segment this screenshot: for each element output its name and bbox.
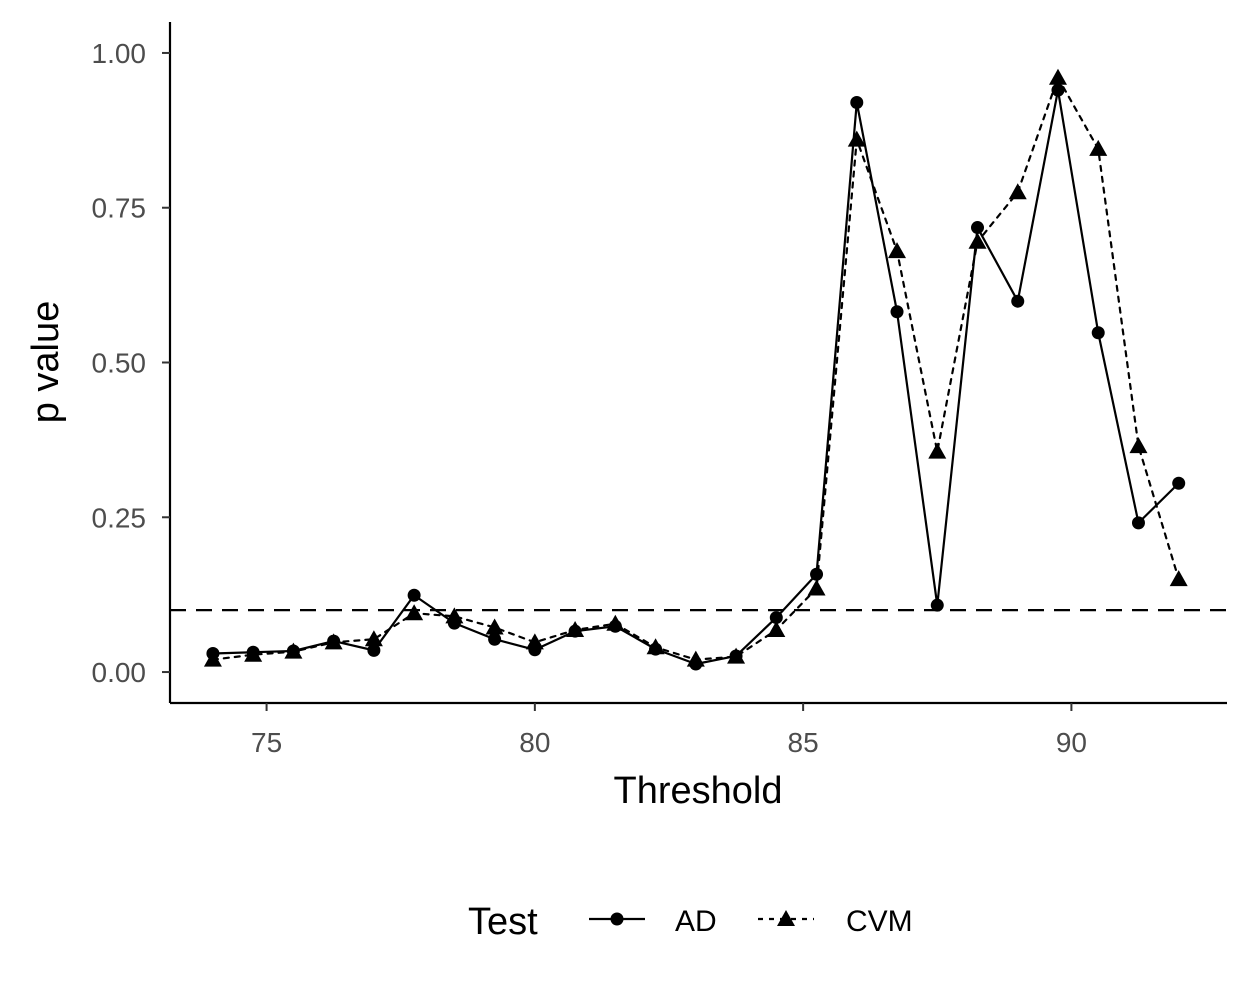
- tick-layer: 75 80 85 90 0.00 0.25 0.50 0.75 1.00: [92, 38, 1087, 758]
- legend-key-ad-marker: [610, 912, 624, 926]
- y-tick-label: 0.00: [92, 657, 147, 688]
- data-point-cvm: [847, 130, 866, 147]
- y-tick-label: 0.50: [92, 348, 147, 379]
- data-point-cvm: [727, 647, 746, 664]
- data-point-ad: [810, 567, 824, 581]
- data-point-cvm: [566, 620, 585, 637]
- data-point-ad: [1131, 516, 1145, 530]
- data-point-cvm: [606, 614, 625, 631]
- x-tick-label: 80: [519, 727, 550, 758]
- axes-layer: [168, 22, 1227, 705]
- x-axis-title: Threshold: [614, 770, 783, 812]
- y-axis-title: p value: [25, 301, 67, 424]
- series-line-ad: [211, 88, 1180, 666]
- data-point-ad: [367, 643, 381, 657]
- data-point-cvm: [1089, 139, 1108, 156]
- legend-key-cvm-marker: [777, 910, 795, 926]
- data-point-cvm: [203, 650, 222, 667]
- data-point-cvm: [1129, 437, 1148, 454]
- data-point-cvm: [525, 633, 544, 650]
- legend-item-cvm: CVM: [758, 905, 913, 938]
- data-point-cvm: [284, 642, 303, 659]
- data-point-ad: [407, 588, 421, 602]
- data-point-ad: [930, 598, 944, 612]
- data-point-cvm: [968, 232, 987, 249]
- legend-title: Test: [468, 901, 538, 943]
- series-line-cvm: [211, 76, 1180, 661]
- data-point-cvm: [767, 620, 786, 637]
- y-tick-label: 0.25: [92, 502, 147, 533]
- data-point-cvm: [928, 442, 947, 459]
- data-point-ad: [971, 221, 985, 235]
- x-tick-label: 85: [788, 727, 819, 758]
- data-point-cvm: [646, 638, 665, 655]
- data-point-cvm: [405, 604, 424, 621]
- data-point-cvm: [1008, 183, 1027, 200]
- data-point-ad: [769, 611, 783, 625]
- data-point-cvm: [445, 607, 464, 624]
- data-point-ad: [1051, 83, 1065, 97]
- data-point-ad: [488, 632, 502, 646]
- legend-label-cvm: CVM: [846, 905, 913, 938]
- data-point-cvm: [888, 242, 907, 259]
- data-point-cvm: [324, 633, 343, 650]
- data-point-ad: [1011, 294, 1025, 308]
- data-point-cvm: [364, 630, 383, 647]
- legend-item-ad: AD: [589, 905, 717, 938]
- data-point-ad: [890, 305, 904, 319]
- data-point-cvm: [1169, 570, 1188, 587]
- data-point-cvm: [807, 579, 826, 596]
- data-point-cvm: [1048, 68, 1067, 85]
- data-point-cvm: [244, 645, 263, 662]
- x-tick-label: 75: [251, 727, 282, 758]
- data-point-cvm: [485, 618, 504, 635]
- data-point-ad: [1172, 476, 1186, 490]
- x-tick-label: 90: [1056, 727, 1087, 758]
- series-layer: [203, 68, 1188, 671]
- legend-label-ad: AD: [675, 905, 717, 938]
- y-tick-label: 0.75: [92, 193, 147, 224]
- data-point-cvm: [686, 650, 705, 667]
- legend: Test AD CVM: [468, 901, 913, 943]
- y-tick-label: 1.00: [92, 38, 147, 69]
- data-point-ad: [850, 95, 864, 109]
- data-point-ad: [1091, 326, 1105, 340]
